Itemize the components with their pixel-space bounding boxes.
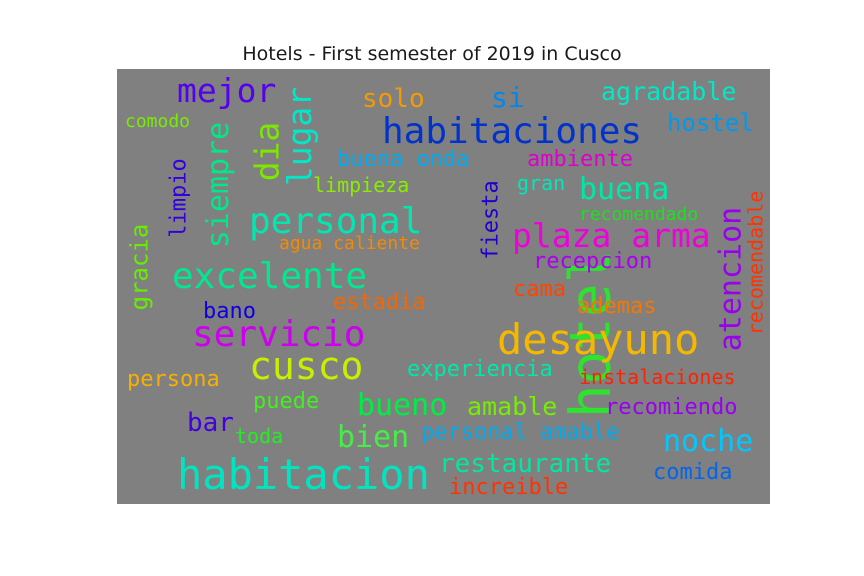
word-plaza-arma: plaza arma: [512, 216, 711, 255]
word-desayuno: desayuno: [497, 315, 700, 364]
word-ambiente: ambiente: [527, 147, 633, 172]
word-comodo: comodo: [125, 111, 191, 132]
word-bar: bar: [187, 408, 234, 438]
word-buena: buena: [579, 172, 670, 207]
word-agradable: agradable: [601, 77, 737, 106]
chart-title: Hotels - First semester of 2019 in Cusco: [242, 43, 622, 65]
word-noche: noche: [663, 424, 754, 459]
word-cloud-panel: hotel desayuno habitacion habitaciones cusco…: [117, 69, 770, 504]
word-recepcion: recepcion: [533, 249, 653, 274]
word-agua-caliente: agua caliente: [279, 233, 420, 254]
word-limpieza: limpieza: [313, 173, 410, 197]
word-excelente: excelente: [172, 256, 368, 297]
word-increible: increible: [449, 475, 569, 500]
word-comida: comida: [653, 460, 733, 485]
word-recomiendo: recomiendo: [605, 395, 738, 420]
word-habitaciones: habitaciones: [382, 111, 643, 152]
word-puede: puede: [253, 389, 320, 414]
word-lugar: lugar: [279, 86, 319, 186]
word-instalaciones: instalaciones: [579, 365, 736, 389]
word-recomendado: recomendado: [579, 204, 699, 225]
word-gracia: gracia: [124, 223, 153, 311]
word-personal: personal: [249, 201, 423, 242]
word-buena-onda: buena onda: [337, 147, 470, 172]
word-experiencia: experiencia: [407, 357, 553, 382]
word-solo: solo: [362, 84, 425, 114]
word-siempre: siempre: [201, 121, 237, 249]
word-si: si: [491, 81, 525, 114]
word-cusco: cusco: [249, 344, 364, 388]
word-amable: amable: [467, 392, 558, 421]
word-bien: bien: [337, 420, 410, 455]
word-bueno: bueno: [357, 388, 448, 423]
word-recomendable: recomendable: [742, 190, 767, 336]
word-estadia: estadia: [333, 290, 426, 315]
word-limpio: limpio: [166, 158, 192, 238]
word-bano: bano: [203, 299, 256, 324]
word-fiesta: fiesta: [478, 180, 504, 260]
word-dia: dia: [247, 121, 287, 181]
word-gran: gran: [517, 171, 566, 195]
word-cama: cama: [513, 277, 566, 302]
word-servicio: servicio: [192, 314, 366, 355]
word-personal-amable: personal amable: [421, 420, 620, 445]
word-atencion: atencion: [712, 206, 748, 352]
word-persona: persona: [127, 367, 220, 392]
word-ademas: ademas: [577, 294, 657, 319]
word-hostel: hostel: [667, 109, 754, 137]
word-toda: toda: [235, 424, 284, 448]
word-habitacion: habitacion: [177, 450, 430, 499]
word-mejor: mejor: [177, 71, 277, 110]
word-restaurante: restaurante: [439, 449, 612, 479]
